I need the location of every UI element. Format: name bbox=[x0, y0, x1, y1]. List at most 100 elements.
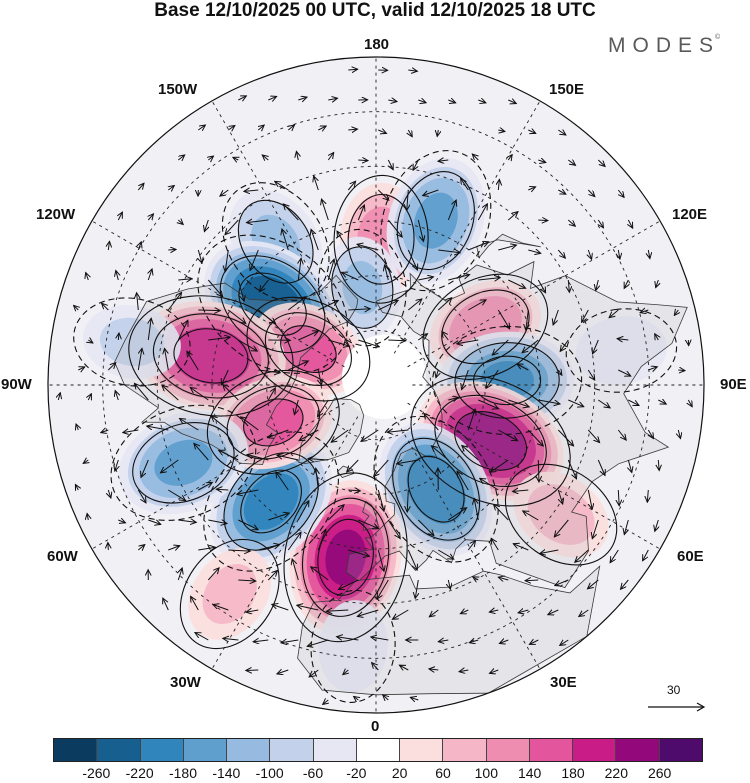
wind-vector bbox=[377, 489, 384, 511]
colorbar-swatch bbox=[183, 739, 228, 761]
wind-vector bbox=[267, 570, 277, 581]
wind-vector bbox=[309, 669, 319, 677]
wind-vector bbox=[438, 549, 454, 559]
wind-vector bbox=[448, 275, 469, 281]
wind-vector bbox=[457, 340, 479, 344]
wind-vector bbox=[417, 219, 423, 241]
wind-vector bbox=[298, 258, 301, 281]
latitude-circle bbox=[102, 111, 650, 659]
anomaly-shade bbox=[280, 325, 336, 373]
wind-vector bbox=[262, 155, 268, 160]
wind-vector bbox=[478, 399, 498, 409]
wind-vector bbox=[377, 579, 389, 599]
anomaly-shade bbox=[171, 327, 251, 385]
wind-vector bbox=[223, 638, 239, 640]
anomaly-center-blue-far-east bbox=[575, 316, 667, 385]
wind-vector bbox=[522, 339, 539, 353]
wind-vector bbox=[116, 271, 119, 281]
wind-vector bbox=[438, 160, 449, 161]
lon-label-30e: 30E bbox=[550, 674, 577, 691]
wind-vector bbox=[163, 598, 169, 611]
wind-vector bbox=[628, 459, 632, 473]
wind-vector bbox=[527, 429, 543, 446]
wind-vector bbox=[317, 529, 325, 551]
wind-vector bbox=[448, 579, 450, 589]
wind-vector bbox=[513, 490, 529, 492]
wind-vector bbox=[413, 159, 419, 170]
wind-vector bbox=[208, 519, 227, 524]
wind-vector bbox=[282, 229, 289, 251]
wind-vector bbox=[247, 455, 269, 461]
wind-vector bbox=[137, 489, 146, 503]
reference-vector-label: 30 bbox=[667, 683, 681, 697]
wind-vector bbox=[624, 519, 628, 535]
wind-vector bbox=[597, 159, 605, 167]
anomaly-shade bbox=[154, 439, 213, 486]
wind-vector bbox=[357, 244, 379, 251]
wind-vector bbox=[568, 399, 584, 407]
wind-vector bbox=[598, 219, 603, 228]
wind-vector bbox=[588, 249, 591, 259]
wind-vector bbox=[377, 549, 384, 571]
wind-vector bbox=[507, 212, 518, 221]
wind-vector bbox=[431, 446, 449, 461]
modes-logo-text: MODES bbox=[608, 34, 721, 57]
wind-vector bbox=[491, 538, 499, 551]
wind-vector bbox=[523, 511, 539, 521]
wind-vector bbox=[388, 340, 406, 341]
wind-vector bbox=[461, 178, 469, 191]
wind-vector bbox=[548, 610, 559, 615]
wind-vector bbox=[228, 126, 235, 131]
wind-vector bbox=[318, 399, 329, 417]
wind-vector bbox=[347, 181, 355, 191]
wind-vector bbox=[177, 320, 188, 341]
wind-vector bbox=[299, 429, 319, 441]
wind-vector bbox=[358, 339, 379, 347]
wind-vector bbox=[621, 579, 629, 589]
wind-vector bbox=[526, 309, 529, 330]
wind-vector bbox=[525, 580, 539, 581]
wind-vector bbox=[618, 369, 631, 376]
wind-vector bbox=[216, 489, 229, 490]
wind-vector bbox=[407, 249, 417, 270]
wind-vector bbox=[213, 605, 229, 611]
wind-vector bbox=[198, 547, 215, 550]
wind-vector bbox=[377, 189, 389, 200]
wind-vector bbox=[640, 310, 649, 313]
wind-vector bbox=[388, 100, 397, 102]
contour-line bbox=[246, 296, 371, 402]
wind-vector bbox=[415, 579, 418, 598]
wind-vector bbox=[423, 189, 439, 196]
wind-vector bbox=[593, 339, 599, 354]
wind-vector bbox=[477, 204, 487, 221]
wind-vector bbox=[328, 339, 349, 346]
wind-vector bbox=[327, 505, 344, 521]
contour-line bbox=[454, 411, 527, 471]
wind-vector bbox=[587, 429, 599, 443]
wind-vector bbox=[517, 364, 529, 371]
wind-vector bbox=[198, 482, 212, 491]
wind-vector bbox=[553, 309, 559, 325]
wind-vector bbox=[287, 532, 301, 551]
wind-vector bbox=[538, 160, 546, 163]
wind-vector bbox=[459, 670, 469, 672]
wind-vector bbox=[220, 189, 229, 196]
wind-vector bbox=[322, 199, 329, 221]
wind-vector bbox=[357, 609, 379, 616]
wind-vector bbox=[508, 155, 512, 160]
wind-vector bbox=[287, 297, 306, 311]
contour-line bbox=[283, 472, 408, 643]
copyright-mark: © bbox=[715, 34, 721, 41]
wind-vector bbox=[281, 640, 299, 643]
contour-line bbox=[238, 272, 307, 336]
wind-vector bbox=[258, 545, 279, 551]
polar-cap bbox=[342, 335, 426, 419]
wind-vector bbox=[108, 489, 111, 498]
wind-vector bbox=[498, 245, 516, 251]
colorbar-swatch bbox=[400, 739, 444, 761]
wind-vector bbox=[447, 200, 456, 221]
wind-vector bbox=[78, 367, 85, 370]
wind-vector bbox=[474, 498, 479, 521]
wind-vector bbox=[277, 670, 289, 674]
wind-vector bbox=[298, 97, 307, 100]
